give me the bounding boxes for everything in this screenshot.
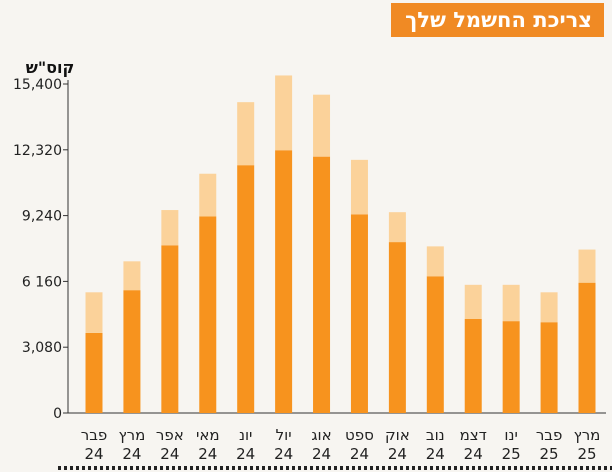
x-tick-label-year: 25 (502, 445, 521, 463)
x-tick-label-month: פבר (81, 426, 108, 444)
x-tick-label-year: 25 (540, 445, 559, 463)
x-tick-label-month: נוב (426, 426, 445, 444)
x-axis-labels: פבר24מרץ24אפר24מאי24יונ24יול24אוג24ספט24… (81, 426, 601, 463)
x-tick-label-month: אפר (156, 426, 184, 444)
chart-title: צריכת החשמל שלך (391, 3, 604, 37)
bar-segment-base (85, 332, 103, 413)
bar-segment-base (123, 290, 141, 413)
y-tick-label: 9,240 (22, 209, 62, 225)
y-tick-label: 12,320 (13, 143, 62, 159)
x-tick-label-year: 24 (274, 445, 293, 463)
axes (67, 80, 606, 414)
bar-segment-base (313, 156, 331, 414)
bar-segment-base (350, 214, 368, 413)
bar-segment-base (578, 282, 596, 413)
bar-segment-top (540, 292, 558, 323)
x-tick-label-month: ספט (345, 426, 374, 444)
x-tick-label-month: דצמ (460, 426, 487, 444)
bar-segment-base (237, 165, 255, 413)
bar-segment-top (161, 210, 179, 246)
y-axis-label: קוס"ש (26, 58, 75, 77)
x-tick-label-month: אוק (385, 426, 410, 444)
x-tick-label-month: מרץ (119, 426, 146, 444)
bar-segment-top (388, 212, 406, 243)
bar-segment-top (464, 284, 482, 319)
x-tick-label-year: 24 (236, 445, 255, 463)
x-tick-label-month: ינו (504, 426, 517, 444)
x-tick-label-year: 24 (426, 445, 445, 463)
bar-segment-base (199, 216, 217, 413)
bar-segment-base (502, 321, 520, 413)
x-tick-label-month: יונ (239, 426, 252, 444)
bar-segment-top (426, 246, 444, 277)
x-tick-label-year: 24 (198, 445, 217, 463)
x-tick-label-year: 24 (464, 445, 483, 463)
bar-segment-base (161, 245, 179, 413)
x-tick-label-month: יול (276, 426, 292, 444)
bar-segment-top (313, 94, 331, 157)
bar-segment-top (502, 284, 520, 322)
y-tick-label: 6 160 (22, 274, 62, 290)
x-tick-label-year: 24 (160, 445, 179, 463)
bar-segment-base (464, 319, 482, 413)
y-tick-label: 15,400 (13, 77, 62, 93)
x-tick-label-month: מרץ (574, 426, 601, 444)
x-tick-label-year: 24 (350, 445, 369, 463)
x-tick-label-year: 24 (312, 445, 331, 463)
x-tick-label-year: 24 (122, 445, 141, 463)
bar-segment-top (199, 173, 217, 217)
x-tick-label-year: 24 (84, 445, 103, 463)
x-tick-label-year: 25 (577, 445, 596, 463)
y-axis-ticks: 0 3,080 6 160 9,240 12,320 15,400 (13, 77, 68, 422)
bar-segment-top (275, 75, 293, 151)
x-tick-label-month: מאי (196, 426, 220, 444)
bar-segment-top (237, 102, 255, 166)
y-tick-label: 3,080 (22, 340, 62, 356)
bars (85, 75, 596, 414)
bar-segment-base (275, 150, 293, 413)
bar-segment-base (540, 322, 558, 413)
x-tick-label-month: אוג (311, 426, 331, 444)
bar-segment-top (350, 159, 368, 215)
bar-segment-top (578, 249, 596, 283)
bar-segment-top (85, 292, 103, 333)
x-tick-label-year: 24 (388, 445, 407, 463)
bar-segment-top (123, 261, 141, 291)
bar-segment-base (426, 276, 444, 413)
bar-segment-base (388, 242, 406, 413)
x-tick-label-month: פבר (536, 426, 563, 444)
y-tick-label: 0 (53, 406, 62, 422)
